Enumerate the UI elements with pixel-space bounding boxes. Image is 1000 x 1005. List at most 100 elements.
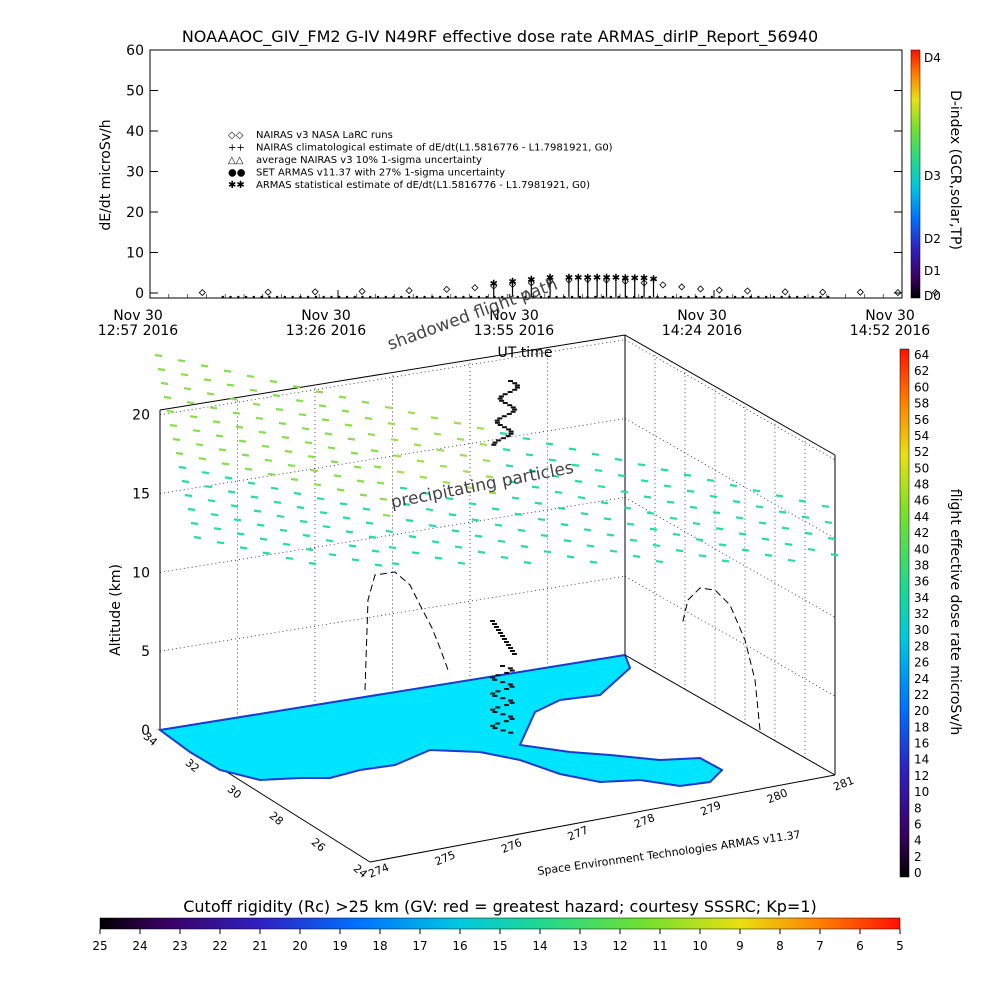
particle-mark bbox=[738, 532, 747, 536]
baseline-marker bbox=[702, 295, 706, 299]
particle-mark bbox=[238, 439, 247, 443]
baseline-marker bbox=[469, 295, 473, 299]
particle-mark bbox=[361, 400, 370, 404]
particle-mark bbox=[279, 528, 288, 532]
armas-estimate-marker: ✱ bbox=[527, 275, 535, 286]
baseline-marker bbox=[539, 295, 543, 299]
nairas-diamond-marker bbox=[819, 288, 827, 296]
legend-entry: SET ARMAS v11.37 with 27% 1-sigma uncert… bbox=[256, 168, 505, 179]
flight-track-marker bbox=[506, 413, 512, 415]
particle-mark bbox=[566, 555, 575, 559]
particle-mark bbox=[298, 413, 307, 417]
grid-line bbox=[159, 339, 626, 416]
particle-mark bbox=[247, 481, 256, 485]
particle-mark bbox=[442, 480, 451, 485]
particle-mark bbox=[709, 494, 718, 499]
armas-estimate-marker: ✱ bbox=[649, 274, 657, 285]
flight-track-marker bbox=[495, 706, 501, 709]
particle-mark bbox=[388, 545, 397, 550]
particle-mark bbox=[218, 448, 227, 452]
cutoff-colorbar: Cutoff rigidity (Rc) >25 km (GV: red = g… bbox=[92, 897, 903, 953]
dindex-tick-label: D1 bbox=[924, 264, 941, 278]
particle-mark bbox=[255, 416, 264, 420]
armas-estimate-marker: ✱ bbox=[612, 273, 620, 284]
particle-mark bbox=[391, 562, 400, 566]
armas-estimate-marker: ✱ bbox=[546, 273, 554, 284]
dose-colorbar-gradient bbox=[899, 348, 910, 878]
particle-mark bbox=[434, 556, 443, 560]
particle-mark bbox=[229, 397, 238, 401]
particle-mark bbox=[396, 470, 405, 474]
flight-track-marker bbox=[514, 386, 520, 389]
dose-tick-label: 56 bbox=[914, 413, 929, 427]
particle-mark bbox=[232, 411, 241, 415]
baseline-marker bbox=[384, 295, 387, 299]
dindex-colorbar-ticks: D4 D3 D2 D1 D0 bbox=[924, 51, 941, 303]
z-tick-label: 0 bbox=[141, 723, 150, 739]
particle-mark bbox=[453, 421, 462, 425]
baseline-marker bbox=[788, 295, 791, 299]
cutoff-tick-label: 10 bbox=[692, 939, 707, 953]
particle-mark bbox=[339, 502, 348, 506]
particle-mark bbox=[223, 369, 232, 373]
lat-tick-label: 26 bbox=[309, 835, 328, 854]
particle-mark bbox=[614, 457, 623, 462]
flight-track-marker bbox=[514, 384, 520, 387]
particle-mark bbox=[410, 427, 419, 431]
particle-mark bbox=[476, 426, 485, 430]
baseline-marker bbox=[477, 295, 481, 299]
particle-mark bbox=[373, 465, 382, 469]
particle-mark bbox=[617, 474, 626, 478]
flight-track-marker bbox=[502, 402, 508, 404]
particle-mark bbox=[296, 505, 305, 510]
particle-mark bbox=[338, 395, 347, 399]
particle-mark bbox=[459, 453, 468, 457]
x-tick-label-date: Nov 30 bbox=[865, 308, 915, 324]
particle-mark bbox=[359, 493, 368, 497]
particle-mark bbox=[600, 501, 609, 505]
particle-mark bbox=[606, 533, 615, 537]
baseline-marker bbox=[407, 295, 411, 299]
armas-estimate-marker: ✱ bbox=[584, 273, 592, 284]
baseline-marker bbox=[780, 295, 783, 299]
cutoff-tick-label: 6 bbox=[856, 939, 864, 953]
particle-mark bbox=[511, 496, 520, 500]
flight-track-marker bbox=[500, 665, 505, 667]
flight-track-marker bbox=[492, 694, 498, 697]
particle-mark bbox=[276, 514, 285, 518]
baseline-marker bbox=[275, 295, 279, 299]
baseline-marker bbox=[361, 295, 364, 299]
flight-track-marker bbox=[505, 435, 511, 437]
3d-z-ticks: 0 5 10 15 20 bbox=[132, 408, 150, 739]
cutoff-tick-label: 8 bbox=[776, 939, 784, 953]
flight-track-marker bbox=[494, 419, 500, 422]
baseline-marker bbox=[648, 295, 651, 299]
baseline-marker bbox=[547, 295, 551, 299]
flight-track-marker bbox=[506, 644, 511, 646]
particle-mark bbox=[416, 459, 425, 463]
flight-track-marker bbox=[502, 638, 507, 640]
particle-mark bbox=[370, 449, 379, 453]
flight-track-marker bbox=[509, 717, 515, 720]
particle-mark bbox=[778, 510, 787, 514]
nairas-diamond-marker bbox=[198, 289, 206, 297]
particle-mark bbox=[189, 415, 198, 419]
armas-estimate-marker: ✱ bbox=[490, 279, 498, 290]
particle-mark bbox=[290, 477, 299, 482]
particle-mark bbox=[594, 468, 603, 473]
x-tick-label-time: 14:24 2016 bbox=[662, 323, 743, 339]
particle-mark bbox=[445, 497, 454, 501]
particle-mark bbox=[571, 463, 580, 467]
particle-mark bbox=[457, 561, 466, 565]
legend-symbol: ++ bbox=[228, 143, 245, 154]
baseline-marker bbox=[283, 295, 287, 299]
flight-track-marker bbox=[497, 424, 503, 426]
baseline-marker bbox=[423, 295, 426, 299]
particle-mark bbox=[537, 517, 546, 522]
particle-mark bbox=[367, 432, 376, 437]
y-tick-label: 20 bbox=[126, 205, 144, 221]
baseline-marker bbox=[415, 295, 419, 299]
baseline-marker bbox=[772, 295, 776, 299]
lon-tick-label: 278 bbox=[632, 811, 656, 831]
